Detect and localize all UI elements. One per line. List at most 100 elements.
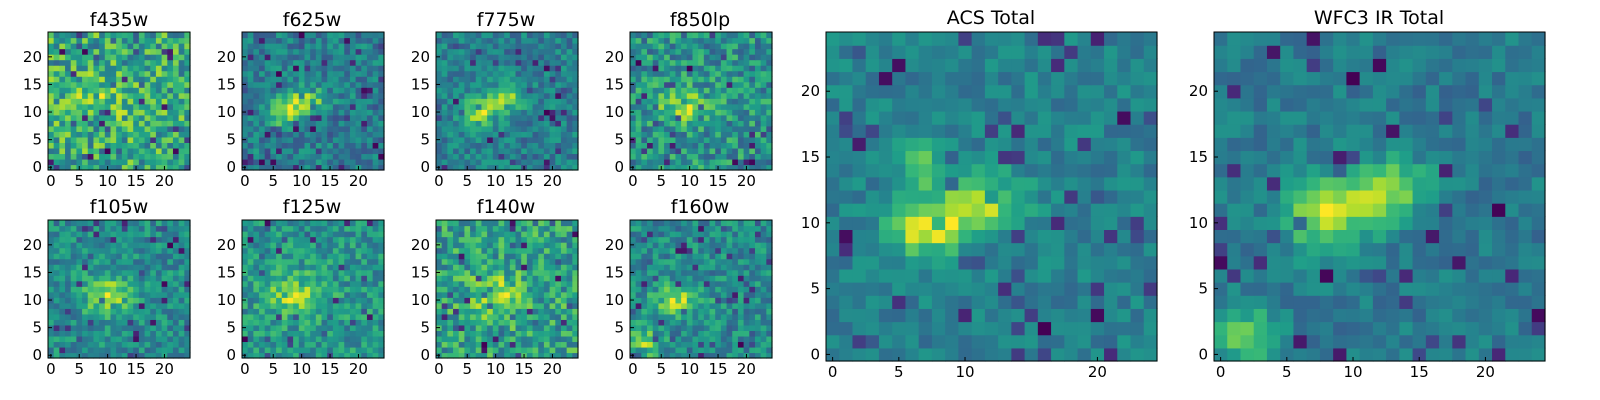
- heatmap-cell: [492, 131, 500, 138]
- heatmap-cell: [110, 103, 117, 110]
- heatmap-cell: [99, 269, 106, 276]
- heatmap-cell: [150, 81, 157, 88]
- heatmap-cell: [276, 335, 283, 343]
- heatmap-cell: [361, 120, 368, 127]
- heatmap-cell: [321, 319, 328, 326]
- heatmap-cell: [658, 37, 665, 44]
- heatmap-cell: [344, 275, 351, 282]
- heatmap-cell: [504, 308, 511, 315]
- heatmap-cell: [481, 43, 488, 50]
- heatmap-cell: [321, 32, 328, 39]
- heatmap-cell: [509, 335, 517, 343]
- heatmap-cell: [709, 81, 716, 88]
- heatmap-cell: [509, 220, 517, 227]
- heatmap-cell: [475, 81, 483, 88]
- heatmap-cell: [669, 275, 677, 282]
- heatmap-cell: [99, 247, 106, 254]
- heatmap-cell: [344, 114, 351, 121]
- heatmap-cell: [144, 92, 151, 99]
- heatmap-cell: [436, 131, 443, 138]
- heatmap-cell: [138, 236, 146, 243]
- heatmap-cell: [470, 136, 477, 143]
- heatmap-cell: [726, 37, 733, 44]
- heatmap-cell: [436, 275, 443, 282]
- heatmap-cell: [743, 98, 750, 105]
- heatmap-cell: [652, 346, 659, 354]
- heatmap-cell: [155, 275, 163, 282]
- heatmap-cell: [332, 236, 340, 243]
- heatmap-cell: [184, 43, 191, 50]
- heatmap-cell: [332, 220, 340, 227]
- heatmap-cell: [372, 158, 379, 166]
- heatmap-cell: [732, 286, 739, 293]
- heatmap-cell: [664, 275, 671, 282]
- heatmap-cell: [150, 346, 157, 354]
- heatmap-cell: [93, 32, 100, 39]
- heatmap-cell: [264, 308, 271, 315]
- heatmap-cell: [560, 109, 568, 116]
- heatmap-cell: [253, 324, 260, 331]
- heatmap-cell: [647, 59, 654, 66]
- heatmap-cell: [298, 286, 306, 293]
- heatmap-cell: [70, 225, 77, 232]
- heatmap-cell: [321, 153, 328, 160]
- heatmap-cell: [127, 142, 134, 149]
- heatmap-cell: [703, 109, 711, 116]
- heatmap-cell: [760, 286, 767, 293]
- heatmap-cell: [441, 225, 448, 232]
- heatmap-cell: [338, 59, 345, 66]
- heatmap-cell: [566, 302, 573, 309]
- heatmap-cell: [310, 59, 317, 66]
- heatmap-cell: [555, 242, 562, 249]
- heatmap-cell: [555, 76, 562, 83]
- heatmap-cell: [715, 32, 722, 39]
- heatmap-cell: [766, 346, 773, 354]
- y-tick-label: 0: [32, 346, 42, 364]
- heatmap-cell: [681, 153, 688, 160]
- heatmap-cell: [172, 324, 180, 331]
- heatmap-cell: [664, 330, 671, 337]
- heatmap-cell: [53, 258, 60, 265]
- heatmap-cell: [686, 136, 694, 143]
- heatmap-cell: [732, 70, 739, 77]
- heatmap-cell: [82, 236, 89, 243]
- heatmap-cell: [378, 308, 385, 315]
- heatmap-cell: [652, 153, 659, 160]
- heatmap-cell: [99, 153, 106, 160]
- heatmap-cell: [647, 103, 654, 110]
- heatmap-cell: [453, 247, 460, 254]
- heatmap-cell: [298, 225, 306, 232]
- heatmap-cell: [133, 291, 140, 298]
- heatmap-cell: [549, 114, 556, 121]
- heatmap-cell: [155, 54, 163, 61]
- heatmap-cell: [253, 275, 260, 282]
- heatmap-cell: [475, 103, 483, 110]
- heatmap-cell: [504, 32, 511, 39]
- heatmap-cell: [703, 76, 711, 83]
- heatmap-cell: [441, 87, 448, 94]
- heatmap-cell: [366, 247, 374, 254]
- heatmap-cell: [332, 352, 340, 359]
- heatmap-cell: [675, 313, 682, 320]
- heatmap-cell: [760, 352, 767, 359]
- heatmap-cell: [82, 92, 89, 99]
- heatmap-cell: [259, 92, 266, 99]
- heatmap-cell: [82, 225, 89, 232]
- heatmap-cell: [281, 352, 289, 359]
- heatmap-cell: [766, 158, 773, 166]
- heatmap-cell: [167, 76, 174, 83]
- heatmap-cell: [144, 114, 151, 121]
- heatmap-cell: [276, 341, 283, 348]
- heatmap-cell: [572, 236, 579, 243]
- heatmap-cell: [743, 32, 750, 39]
- heatmap-cell: [138, 280, 146, 287]
- heatmap-cell: [549, 269, 556, 276]
- heatmap-cell: [315, 59, 323, 66]
- heatmap-cell: [184, 280, 191, 287]
- heatmap-cell: [566, 87, 573, 94]
- heatmap-cell: [703, 269, 711, 276]
- heatmap-cell: [287, 242, 294, 249]
- heatmap-cell: [121, 103, 129, 110]
- heatmap-cell: [116, 220, 123, 227]
- heatmap-cell: [361, 48, 368, 55]
